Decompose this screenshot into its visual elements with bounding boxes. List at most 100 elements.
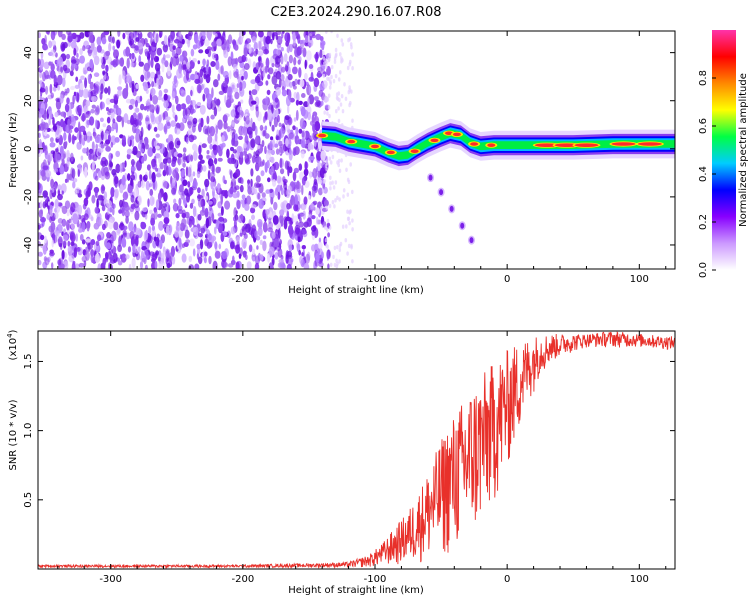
noise-blob	[309, 36, 312, 41]
noise-blob	[317, 66, 323, 72]
noise-blob	[54, 211, 59, 219]
noise-blob	[285, 95, 291, 107]
noise-blob	[278, 228, 281, 239]
noise-blob	[102, 70, 106, 75]
signal-hot-red	[347, 139, 356, 144]
noise-blob	[214, 226, 217, 235]
noise-blob	[243, 63, 250, 70]
noise-blob	[235, 168, 241, 178]
noise-blob	[206, 115, 210, 125]
snr-frame	[37, 330, 676, 570]
noise-blob	[228, 158, 234, 165]
noise-blob	[165, 225, 170, 235]
noise-blob	[136, 227, 141, 236]
noise-blob	[213, 97, 217, 104]
noise-blob	[156, 56, 160, 62]
noise-blob	[210, 61, 216, 67]
noise-blob	[163, 181, 169, 188]
noise-blob	[66, 208, 70, 217]
snr-plot-area	[38, 331, 675, 569]
noise-blob	[218, 216, 225, 222]
noise-blob	[73, 91, 77, 97]
noise-blob	[161, 203, 168, 208]
noise-blob	[122, 135, 126, 145]
noise-blob	[243, 142, 247, 149]
noise-edge-blob	[337, 158, 341, 164]
noise-blob	[161, 62, 165, 73]
noise-blob	[105, 242, 112, 250]
noise-edge-blob	[325, 161, 329, 166]
noise-blob	[207, 170, 211, 180]
noise-blob	[206, 59, 210, 67]
noise-blob	[109, 98, 116, 103]
noise-blob	[192, 248, 196, 257]
noise-blob	[136, 118, 140, 129]
noise-blob	[41, 38, 46, 45]
noise-blob	[40, 200, 43, 210]
noise-blob	[62, 41, 68, 49]
noise-blob	[272, 32, 275, 41]
snr-y-tick-label: 0.5	[23, 492, 34, 508]
noise-blob	[79, 222, 83, 231]
noise-blob	[183, 199, 187, 205]
noise-blob	[78, 107, 82, 115]
noise-blob	[303, 196, 308, 205]
noise-blob	[102, 123, 107, 128]
signal-hot-red	[554, 143, 579, 147]
noise-blob	[222, 114, 228, 123]
spectrogram-frame	[37, 30, 676, 270]
noise-blob	[257, 192, 261, 200]
noise-blob	[128, 263, 132, 269]
noise-blob	[255, 255, 260, 265]
noise-blob	[62, 77, 66, 88]
noise-blob	[117, 86, 123, 91]
noise-blob	[89, 149, 95, 160]
noise-edge-blob	[346, 65, 350, 71]
noise-blob	[44, 235, 47, 244]
snr-multiplier-close: )	[8, 329, 19, 333]
noise-blob	[50, 137, 54, 143]
noise-blob	[282, 31, 285, 34]
noise-blob	[280, 168, 285, 175]
noise-blob	[303, 47, 307, 58]
noise-edge-blob	[332, 254, 335, 260]
signal-hot-red	[452, 132, 461, 137]
noise-blob	[315, 51, 319, 63]
noise-blob	[230, 181, 234, 189]
colorbar-label: Normalized spectral amplitude	[738, 73, 749, 227]
noise-edge-blob	[333, 245, 337, 251]
noise-blob	[131, 257, 136, 269]
noise-blob	[181, 169, 186, 178]
noise-blob	[272, 179, 277, 187]
noise-blob	[129, 40, 133, 46]
noise-edge-blob	[324, 225, 327, 230]
noise-blob	[146, 71, 151, 79]
noise-blob	[158, 220, 164, 231]
noise-edge-blob	[326, 218, 330, 224]
noise-blob	[264, 65, 268, 74]
noise-blob	[178, 197, 182, 206]
noise-blob	[182, 50, 188, 58]
noise-blob	[315, 33, 322, 41]
noise-blob	[217, 223, 224, 234]
noise-blob	[300, 106, 306, 117]
noise-blob	[297, 137, 300, 145]
noise-blob	[101, 185, 106, 191]
noise-blob	[176, 140, 181, 146]
noise-blob	[121, 70, 126, 80]
noise-blob	[234, 185, 240, 191]
noise-blob	[201, 65, 206, 72]
noise-edge-blob	[340, 38, 344, 43]
noise-blob	[62, 64, 68, 72]
noise-blob	[251, 36, 257, 43]
noise-blob	[279, 157, 283, 169]
noise-blob	[162, 43, 169, 53]
noise-blob	[207, 134, 213, 144]
noise-blob	[246, 195, 252, 205]
noise-blob	[85, 250, 90, 261]
noise-blob	[190, 73, 196, 81]
noise-blob	[134, 210, 140, 221]
noise-edge-blob	[326, 111, 329, 116]
noise-blob	[222, 80, 227, 88]
noise-blob	[209, 171, 216, 178]
